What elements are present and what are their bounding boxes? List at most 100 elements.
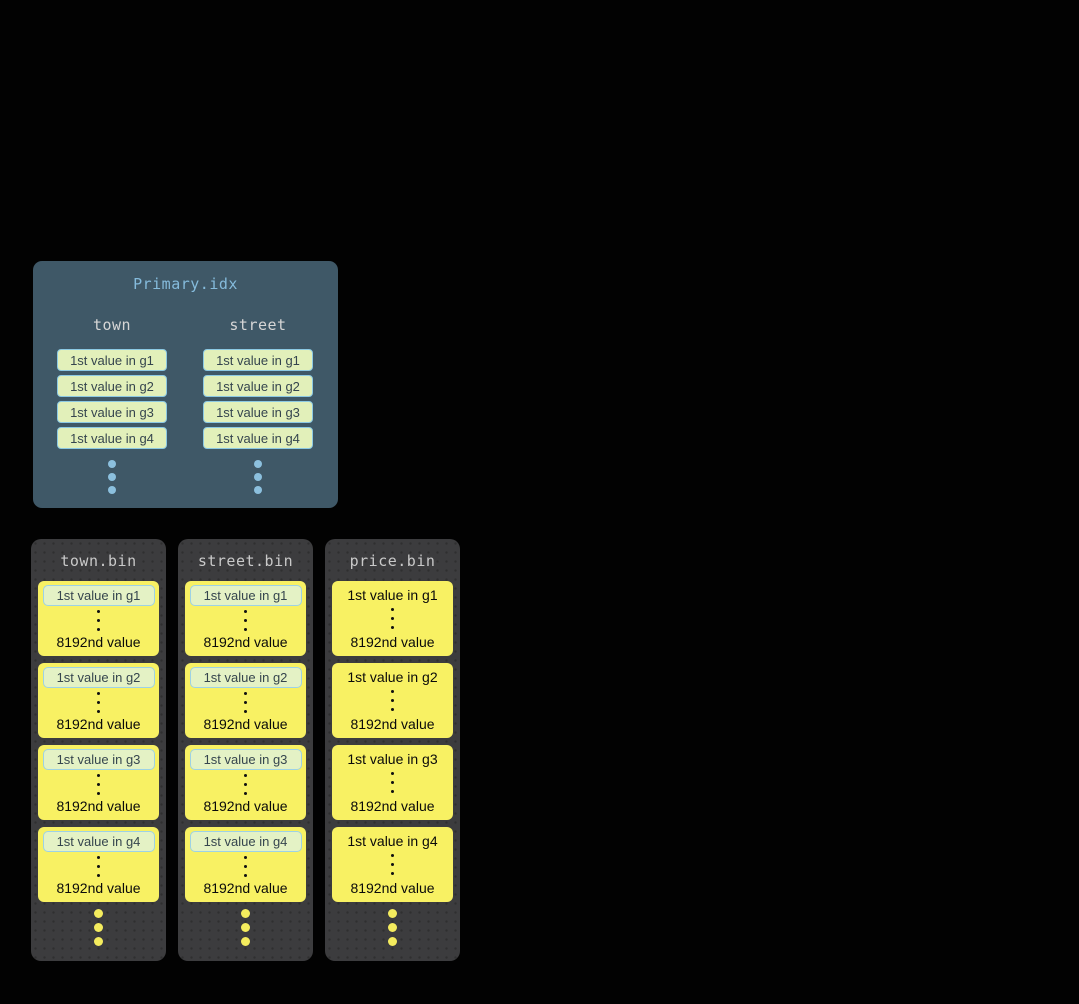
- vertical-ellipsis-dots: [244, 691, 247, 713]
- primary-column-town: town 1st value in g1 1st value in g2 1st…: [57, 316, 167, 494]
- dot: [244, 627, 247, 631]
- granule-card: 1st value in g2 8192nd value: [185, 663, 306, 738]
- dot: [254, 486, 262, 494]
- vertical-ellipsis-dots: [108, 460, 116, 494]
- dot: [391, 626, 394, 629]
- dot: [108, 460, 116, 468]
- dot: [97, 709, 100, 713]
- granule-first-value: 1st value in g2: [347, 669, 438, 685]
- granule-card: 1st value in g1 8192nd value: [38, 581, 159, 656]
- dot: [97, 791, 100, 795]
- granule-first-value: 1st value in g3: [347, 751, 438, 767]
- dot: [388, 937, 397, 946]
- index-mark-chip: 1st value in g4: [57, 427, 167, 449]
- granule-last-value: 8192nd value: [56, 880, 141, 896]
- dot: [391, 608, 394, 611]
- dot: [94, 937, 103, 946]
- vertical-ellipsis-dots: [254, 460, 262, 494]
- vertical-ellipsis-dots: [97, 691, 100, 713]
- granule-cards: 1st value in g1 8192nd value 1st value i…: [325, 581, 460, 902]
- primary-index-columns: town 1st value in g1 1st value in g2 1st…: [33, 316, 338, 494]
- granule-card: 1st value in g4 8192nd value: [38, 827, 159, 902]
- granule-last-value: 8192nd value: [56, 798, 141, 814]
- dot: [391, 854, 394, 857]
- dot: [244, 773, 247, 777]
- granule-first-value-chip: 1st value in g4: [42, 831, 155, 852]
- granule-last-value: 8192nd value: [203, 716, 288, 732]
- primary-index-box: Primary.idx town 1st value in g1 1st val…: [33, 261, 338, 508]
- vertical-ellipsis-dots: [325, 909, 460, 946]
- vertical-ellipsis-dots: [391, 854, 394, 875]
- granule-card: 1st value in g3 8192nd value: [185, 745, 306, 820]
- dot: [108, 473, 116, 481]
- granule-card: 1st value in g1 8192nd value: [332, 581, 453, 656]
- granule-first-value: 1st value in g1: [347, 587, 438, 603]
- dot: [244, 791, 247, 795]
- dot: [388, 909, 397, 918]
- dot: [254, 473, 262, 481]
- vertical-ellipsis-dots: [178, 909, 313, 946]
- vertical-ellipsis-dots: [97, 855, 100, 877]
- bin-file-price: price.bin 1st value in g1 8192nd value 1…: [325, 539, 460, 961]
- dot: [391, 690, 394, 693]
- dot: [97, 782, 100, 786]
- index-mark-chip: 1st value in g1: [57, 349, 167, 371]
- granule-card: 1st value in g2 8192nd value: [332, 663, 453, 738]
- vertical-ellipsis-dots: [97, 773, 100, 795]
- dot: [244, 618, 247, 622]
- vertical-ellipsis-dots: [97, 609, 100, 631]
- dot: [94, 923, 103, 932]
- vertical-ellipsis-dots: [244, 855, 247, 877]
- granule-last-value: 8192nd value: [350, 716, 435, 732]
- bin-file-street: street.bin 1st value in g1 8192nd value …: [178, 539, 313, 961]
- granule-card: 1st value in g3 8192nd value: [38, 745, 159, 820]
- granule-last-value: 8192nd value: [56, 716, 141, 732]
- dot: [97, 773, 100, 777]
- dot: [391, 790, 394, 793]
- granule-first-value-chip: 1st value in g4: [189, 831, 302, 852]
- index-mark-chip: 1st value in g3: [57, 401, 167, 423]
- index-mark-chip: 1st value in g2: [203, 375, 313, 397]
- vertical-ellipsis-dots: [391, 690, 394, 711]
- granule-first-value-chip: 1st value in g1: [189, 585, 302, 606]
- dot: [391, 699, 394, 702]
- primary-index-title: Primary.idx: [133, 275, 238, 293]
- dot: [391, 617, 394, 620]
- granule-first-value-chip: 1st value in g2: [189, 667, 302, 688]
- granule-card: 1st value in g4 8192nd value: [332, 827, 453, 902]
- granule-first-value-chip: 1st value in g3: [189, 749, 302, 770]
- dot: [391, 863, 394, 866]
- dot: [244, 609, 247, 613]
- index-mark-chip: 1st value in g3: [203, 401, 313, 423]
- dot: [391, 781, 394, 784]
- dot: [244, 691, 247, 695]
- dot: [388, 923, 397, 932]
- granule-last-value: 8192nd value: [350, 880, 435, 896]
- granule-last-value: 8192nd value: [350, 798, 435, 814]
- dot: [97, 691, 100, 695]
- bin-title-town: town.bin: [60, 552, 137, 570]
- granule-card: 1st value in g4 8192nd value: [185, 827, 306, 902]
- dot: [391, 872, 394, 875]
- dot: [97, 700, 100, 704]
- dot: [241, 923, 250, 932]
- vertical-ellipsis-dots: [391, 772, 394, 793]
- granule-last-value: 8192nd value: [203, 880, 288, 896]
- column-header-street: street: [229, 316, 287, 334]
- granule-first-value-chip: 1st value in g1: [42, 585, 155, 606]
- dot: [244, 782, 247, 786]
- granule-last-value: 8192nd value: [203, 634, 288, 650]
- granule-last-value: 8192nd value: [203, 798, 288, 814]
- bin-title-price: price.bin: [349, 552, 436, 570]
- granule-first-value-chip: 1st value in g2: [42, 667, 155, 688]
- vertical-ellipsis-dots: [391, 608, 394, 629]
- dot: [254, 460, 262, 468]
- bin-file-town: town.bin 1st value in g1 8192nd value 1s…: [31, 539, 166, 961]
- granule-card: 1st value in g2 8192nd value: [38, 663, 159, 738]
- dot: [391, 708, 394, 711]
- dot: [97, 873, 100, 877]
- dot: [97, 855, 100, 859]
- dot: [244, 855, 247, 859]
- dot: [97, 864, 100, 868]
